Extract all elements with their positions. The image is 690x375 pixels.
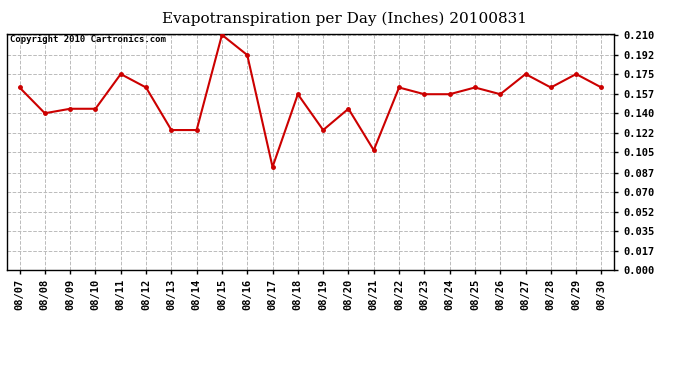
Text: Evapotranspiration per Day (Inches) 20100831: Evapotranspiration per Day (Inches) 2010… <box>163 11 527 26</box>
Text: Copyright 2010 Cartronics.com: Copyright 2010 Cartronics.com <box>10 35 166 44</box>
